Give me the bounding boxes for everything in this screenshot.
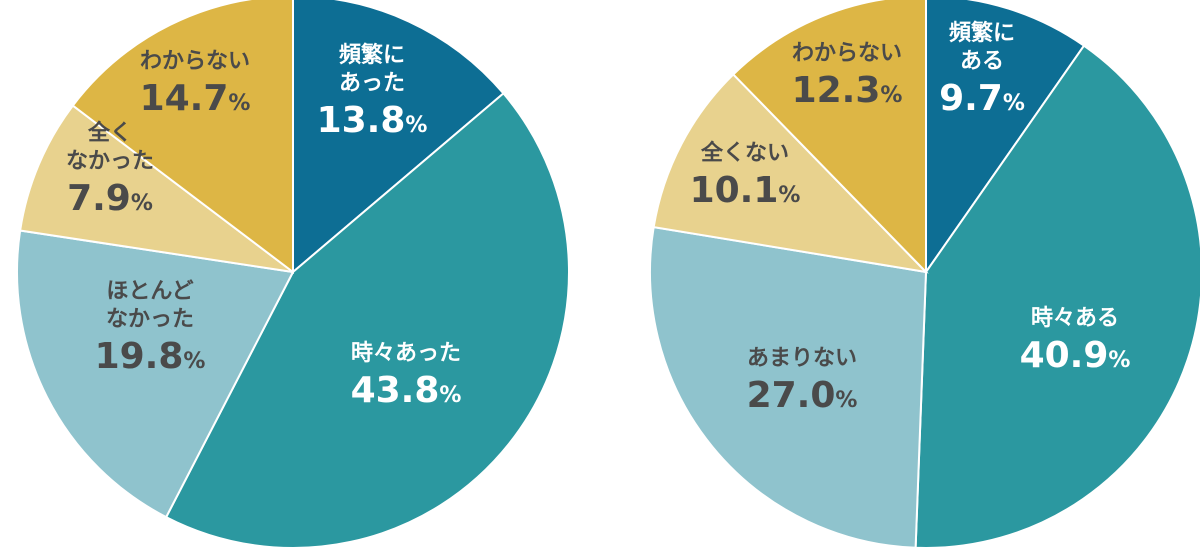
slice-category-label: 全くない — [700, 140, 789, 166]
slice-category-label: ある — [960, 49, 1004, 74]
pie-slice — [731, 0, 927, 275]
slice-value-label: 14.7% — [140, 78, 251, 119]
slice-category-label: あまりない — [747, 346, 857, 371]
slice-value-label: 7.9% — [67, 178, 153, 219]
slice-value-label: 27.0% — [747, 375, 858, 416]
slice-category-label: 時々あった — [351, 341, 461, 366]
pie-slice — [71, 0, 294, 275]
pie-slice — [164, 91, 570, 549]
pie-slice — [652, 72, 929, 274]
pie-slice — [914, 44, 1200, 549]
pie-slice — [649, 225, 928, 549]
slice-category-label: 頻繁に — [339, 42, 405, 68]
pie-slice — [18, 104, 294, 273]
slice-category-label: わからない — [140, 49, 250, 74]
slice-category-label: なかった — [66, 149, 154, 174]
pie-slice — [15, 229, 295, 519]
slice-category-label: ほとんど — [106, 279, 193, 304]
slice-category-label: なかった — [106, 307, 194, 332]
slice-value-label: 12.3% — [792, 70, 903, 111]
pie-chart-left: 頻繁にあった13.8%時々あった43.8%ほとんどなかった19.8%全くなかった… — [15, 0, 570, 549]
slice-category-label: わからない — [792, 41, 902, 66]
slice-value-label: 19.8% — [95, 336, 206, 377]
slice-value-label: 9.7% — [939, 78, 1025, 119]
slice-category-label: あった — [339, 71, 405, 96]
pie-slice — [292, 0, 505, 275]
slice-category-label: 全く — [87, 120, 132, 146]
slice-category-label: 頻繁に — [949, 20, 1015, 46]
slice-category-label: 時々ある — [1031, 306, 1119, 331]
slice-value-label: 13.8% — [317, 100, 428, 141]
slice-value-label: 40.9% — [1020, 335, 1131, 376]
pie-slice — [925, 0, 1086, 276]
slice-value-label: 10.1% — [690, 170, 801, 211]
slice-value-label: 43.8% — [351, 370, 462, 411]
